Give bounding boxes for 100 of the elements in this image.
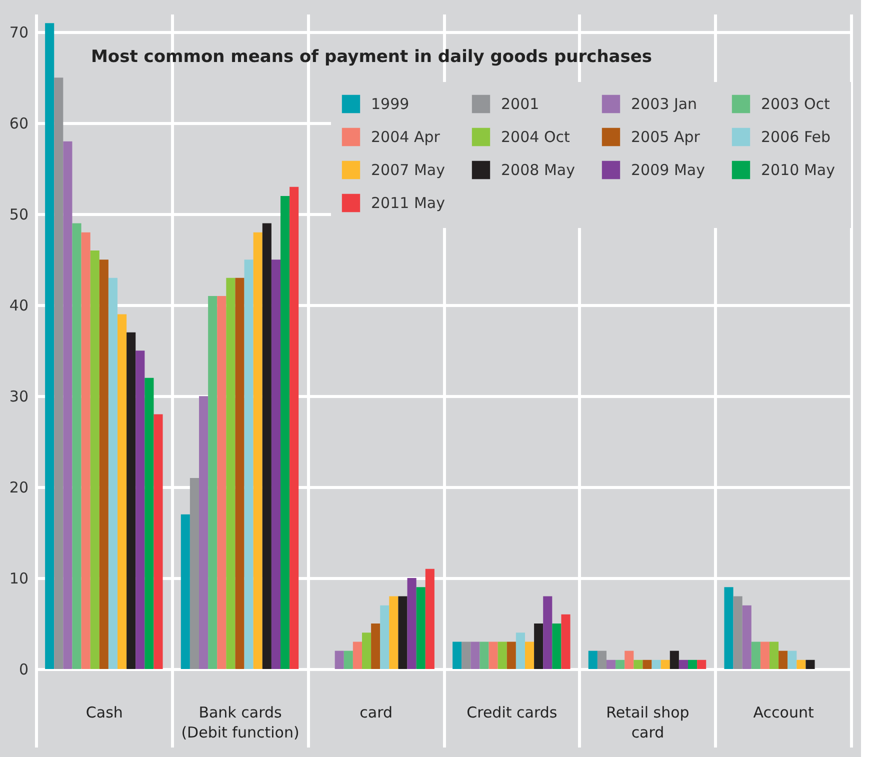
bar: [724, 587, 734, 669]
y-tick-label: 0: [18, 660, 28, 678]
bar: [543, 596, 552, 669]
legend-label: 2006 Feb: [761, 128, 830, 146]
bar: [208, 296, 218, 669]
bar: [452, 642, 462, 669]
bar: [81, 232, 90, 669]
x-tick-label: Cash: [86, 704, 123, 722]
bar: [480, 642, 489, 669]
bar: [180, 514, 190, 669]
bar: [462, 642, 471, 669]
bar: [371, 624, 380, 669]
bar: [217, 296, 226, 669]
legend-label: 2011 May: [371, 194, 446, 212]
legend-label: 2010 May: [761, 161, 836, 179]
bar: [642, 660, 652, 669]
bar: [751, 642, 760, 669]
x-tick-label: Retail shop card: [606, 704, 690, 742]
legend-label: 2001: [501, 95, 540, 113]
x-tick-label: Bank cards (Debit function): [181, 704, 300, 742]
bar: [144, 378, 154, 669]
bar: [90, 250, 100, 669]
bar: [398, 596, 408, 669]
legend-label: 2003 Oct: [761, 95, 830, 113]
legend-label: 2003 Jan: [631, 95, 698, 113]
bar: [788, 650, 797, 669]
legend-label: 1999: [371, 95, 410, 113]
text: Most common means of payment in daily goods purchases: [91, 47, 652, 67]
bar: [99, 260, 108, 669]
bar: [660, 660, 670, 669]
bar: [796, 660, 806, 669]
legend-label: 2008 May: [501, 161, 576, 179]
bar: [280, 196, 290, 669]
bar: [126, 332, 136, 669]
bar: [552, 624, 562, 669]
bar: [226, 278, 236, 669]
legend-label: 2007 May: [371, 161, 446, 179]
bar: [72, 223, 82, 669]
legend-label: 2004 Oct: [501, 128, 570, 146]
bar: [362, 632, 372, 669]
bar: [652, 660, 661, 669]
bar: [380, 605, 390, 669]
bar: [634, 660, 643, 669]
bar: [262, 223, 272, 669]
legend-label: 2004 Apr: [371, 128, 441, 146]
bar: [778, 650, 788, 669]
bar: [199, 396, 208, 669]
bar: [525, 642, 534, 669]
bar: [344, 650, 353, 669]
bar: [760, 642, 770, 669]
bar: [235, 278, 244, 669]
y-tick-label: 30: [9, 388, 28, 406]
y-tick-label: 70: [9, 24, 28, 42]
bar: [389, 596, 398, 669]
bar: [733, 596, 742, 669]
legend-label: 2005 Apr: [631, 128, 701, 146]
y-tick-label: 60: [9, 114, 28, 133]
bar: [498, 642, 507, 669]
bar: [597, 650, 606, 669]
bar: [136, 350, 145, 669]
bar: [290, 186, 299, 669]
bar: [271, 260, 280, 669]
bar: [118, 314, 127, 669]
bar: [806, 660, 815, 669]
bar: [742, 605, 752, 669]
bar: [108, 278, 118, 669]
bar: [407, 578, 416, 669]
bar: [561, 614, 570, 669]
bar: [616, 660, 625, 669]
y-tick-label: 40: [9, 296, 28, 315]
bar: [45, 23, 54, 669]
x-tick-label: card: [360, 704, 393, 722]
bar: [63, 141, 72, 669]
bar: [416, 587, 426, 669]
bar: [606, 660, 616, 669]
y-tick-label: 20: [9, 478, 28, 497]
bar: [244, 260, 254, 669]
bar: [190, 478, 199, 669]
bar: [506, 642, 516, 669]
y-tick-label: 10: [9, 570, 28, 588]
bar: [425, 568, 434, 669]
bar: [534, 624, 544, 669]
bar: [670, 650, 679, 669]
x-tick-label: Account: [753, 704, 814, 722]
bar: [470, 642, 480, 669]
bar: [770, 642, 779, 669]
bar: [697, 660, 706, 669]
bar: [54, 78, 64, 669]
y-tick-label: 50: [9, 206, 28, 224]
bar: [154, 414, 163, 669]
bar: [588, 650, 598, 669]
bar: [334, 650, 344, 669]
bar: [516, 632, 525, 669]
bar: [253, 232, 262, 669]
x-tick-label: Credit cards: [466, 704, 558, 722]
bar: [688, 660, 698, 669]
legend-label: 2009 May: [631, 161, 706, 179]
bar: [678, 660, 688, 669]
bar: [352, 642, 362, 669]
bar: [488, 642, 498, 669]
